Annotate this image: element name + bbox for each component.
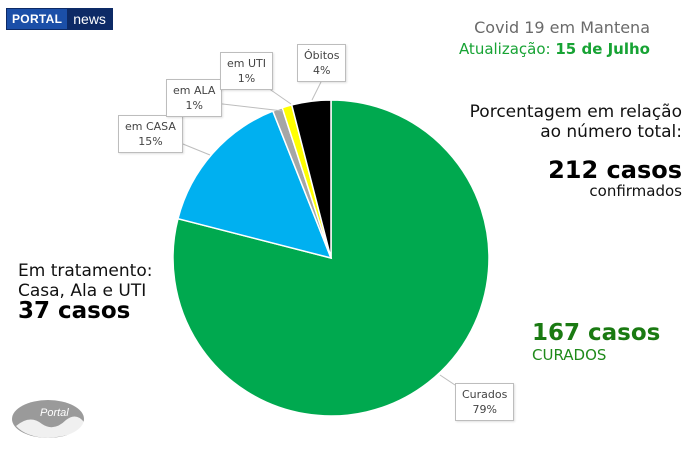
leader-line-uti bbox=[267, 87, 292, 105]
callout-obitos-pct: 4% bbox=[313, 64, 331, 77]
callout-casa-name: em CASA bbox=[125, 120, 176, 133]
pie-slice-curados bbox=[172, 99, 490, 417]
callout-ala-pct: 1% bbox=[185, 99, 203, 112]
total-cases-label: confirmados bbox=[589, 182, 682, 200]
callout-ala: em ALA 1% bbox=[166, 79, 223, 117]
percentage-note-line2: ao número total: bbox=[540, 122, 682, 142]
callout-curados: Curados 79% bbox=[455, 383, 515, 421]
leader-line-ala bbox=[213, 102, 284, 112]
percentage-note: Porcentagem em relação ao número total: bbox=[470, 102, 682, 142]
portal-bottom-logo: Portal bbox=[12, 400, 84, 438]
cured-label: CURADOS bbox=[532, 346, 607, 364]
leader-line-obitos bbox=[311, 81, 322, 101]
cured-cases: 167 casos bbox=[532, 320, 661, 346]
callout-casa: em CASA 15% bbox=[118, 115, 183, 153]
treatment-label-line2: Casa, Ala e UTI bbox=[18, 281, 147, 301]
treatment-cases: 37 casos bbox=[18, 298, 131, 324]
pie-slices bbox=[172, 99, 490, 417]
callout-uti-name: em UTI bbox=[227, 57, 266, 70]
total-cases: 212 casos bbox=[548, 156, 682, 184]
pie-slice-obitos bbox=[290, 99, 332, 259]
callout-casa-pct: 15% bbox=[138, 135, 163, 148]
logo-portal-text: PORTAL bbox=[7, 9, 68, 29]
leader-line-curados bbox=[439, 374, 456, 386]
callout-uti: em UTI 1% bbox=[220, 52, 273, 90]
callout-curados-pct: 79% bbox=[472, 403, 497, 416]
callout-ala-name: em ALA bbox=[173, 84, 216, 97]
callout-obitos: Óbitos 4% bbox=[297, 44, 347, 82]
callout-obitos-name: Óbitos bbox=[304, 49, 340, 62]
leader-line-casa bbox=[177, 141, 211, 156]
treatment-label-line1: Em tratamento: bbox=[18, 261, 153, 281]
pie-slice-em-casa bbox=[177, 110, 333, 260]
portal-news-logo: PORTAL news bbox=[6, 8, 113, 30]
update-line: Atualização: 15 de Julho bbox=[459, 40, 650, 58]
logo-wave-shape bbox=[16, 416, 84, 438]
update-date: 15 de Julho bbox=[555, 40, 650, 58]
logo-news-text: news bbox=[67, 9, 112, 29]
callout-uti-pct: 1% bbox=[237, 72, 256, 85]
percentage-note-line1: Porcentagem em relação bbox=[469, 102, 682, 122]
callout-curados-name: Curados bbox=[462, 388, 508, 401]
update-prefix: Atualização: bbox=[458, 40, 551, 58]
treatment-label: Em tratamento: Casa, Ala e UTI bbox=[18, 261, 152, 301]
chart-title: Covid 19 em Mantena bbox=[474, 18, 650, 37]
leader-lines bbox=[177, 81, 456, 386]
logo-bottom-text: Portal bbox=[40, 407, 69, 419]
